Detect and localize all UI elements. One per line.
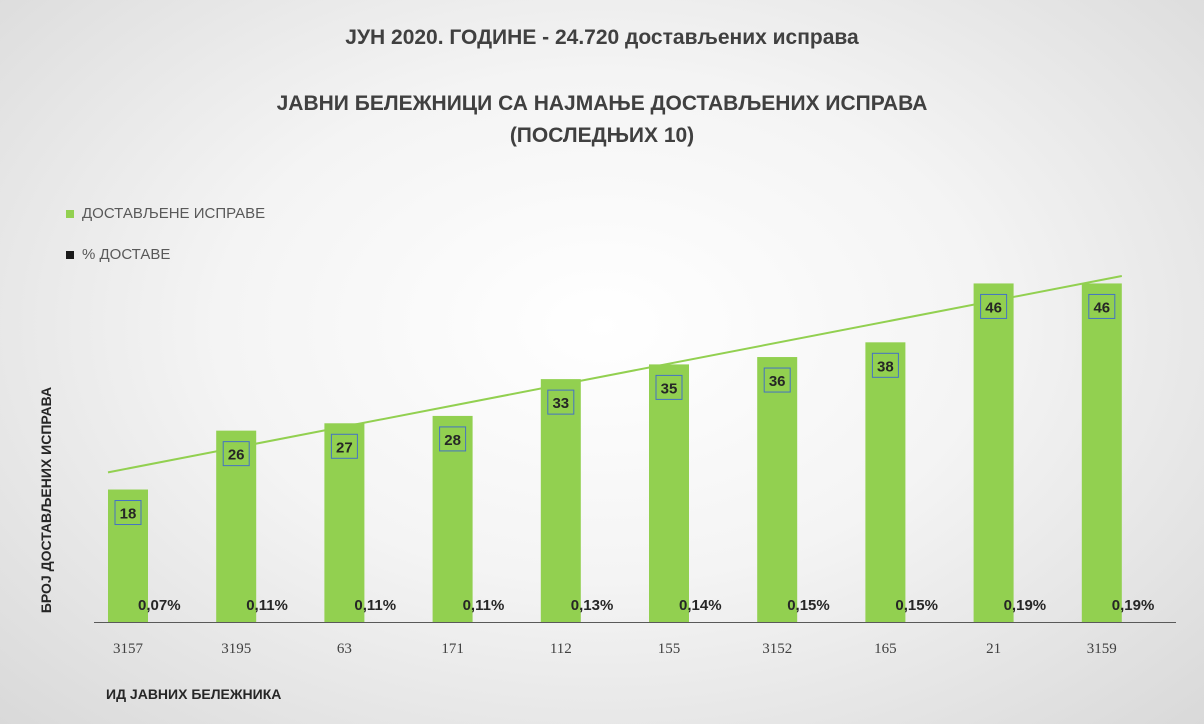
x-axis-label: ИД ЈАВНИХ БЕЛЕЖНИКА <box>106 686 282 702</box>
percent-label-3157: 0,07% <box>138 597 181 614</box>
percent-label-3195: 0,11% <box>246 597 288 614</box>
percent-label-63: 0,11% <box>354 597 396 614</box>
value-label-171: 28 <box>444 432 461 449</box>
value-label-63: 27 <box>336 439 353 456</box>
trendline <box>107 274 1122 474</box>
x-tick-label-3195: 3195 <box>221 641 251 657</box>
percent-label-171: 0,11% <box>463 597 505 614</box>
value-label-3159: 46 <box>1093 299 1110 316</box>
legend-item-documents: ДОСТАВЉЕНЕ ИСПРАВЕ <box>66 205 265 222</box>
value-label-box-3195 <box>222 441 250 467</box>
value-label-3152: 36 <box>769 373 786 390</box>
bar-155 <box>649 364 689 622</box>
legend-swatch-documents <box>66 209 74 218</box>
value-label-box-112 <box>547 389 575 415</box>
value-label-155: 35 <box>661 380 678 397</box>
chart-title: ЈУН 2020. ГОДИНЕ - 24.720 достављених ис… <box>345 26 859 49</box>
percent-label-3152: 0,15% <box>787 597 830 614</box>
x-tick-label-171: 171 <box>441 641 464 657</box>
bar-21 <box>973 283 1014 622</box>
value-label-box-3159 <box>1088 293 1116 319</box>
x-tick-label-63: 63 <box>337 641 352 657</box>
value-label-21: 46 <box>985 299 1002 316</box>
chart-subtitle-line-2: (ПОСЛЕДЊИХ 10) <box>509 124 695 147</box>
value-label-3157: 18 <box>120 506 137 523</box>
percent-label-155: 0,14% <box>679 597 722 614</box>
percent-label-112: 0,13% <box>571 597 614 614</box>
x-tick-label-3157: 3157 <box>113 641 144 657</box>
x-tick-label-155: 155 <box>658 641 681 657</box>
legend-swatch-percent <box>66 250 74 259</box>
bar-3152 <box>757 357 798 622</box>
percent-label-21: 0,19% <box>1004 597 1047 614</box>
x-tick-label-3159: 3159 <box>1087 641 1117 657</box>
x-tick-label-165: 165 <box>874 641 897 657</box>
bar-3159 <box>1081 283 1122 622</box>
value-label-box-3157 <box>114 500 142 526</box>
value-label-box-155 <box>655 374 683 400</box>
chart-subtitle-line-1: ЈАВНИ БЕЛЕЖНИЦИ СА НАЈМАЊЕ ДОСТАВЉЕНИХ И… <box>276 92 928 115</box>
value-label-box-165 <box>871 352 899 378</box>
x-tick-label-3152: 3152 <box>762 641 792 657</box>
bar-112 <box>540 379 581 622</box>
value-label-165: 38 <box>877 358 894 375</box>
bar-165 <box>865 342 906 622</box>
percent-label-3159: 0,19% <box>1112 597 1155 614</box>
value-label-112: 33 <box>552 395 569 412</box>
legend-item-percent: % ДОСТАВЕ <box>66 246 170 263</box>
value-label-box-21 <box>980 293 1008 319</box>
value-label-box-63 <box>330 433 358 459</box>
percent-label-165: 0,15% <box>895 597 938 614</box>
value-label-box-171 <box>439 426 467 452</box>
x-tick-label-21: 21 <box>986 641 1001 657</box>
value-label-box-3152 <box>763 367 791 393</box>
legend-label-documents: ДОСТАВЉЕНЕ ИСПРАВЕ <box>82 205 266 222</box>
value-label-3195: 26 <box>228 447 245 464</box>
legend-label-percent: % ДОСТАВЕ <box>82 246 171 263</box>
x-tick-label-112: 112 <box>550 641 572 657</box>
